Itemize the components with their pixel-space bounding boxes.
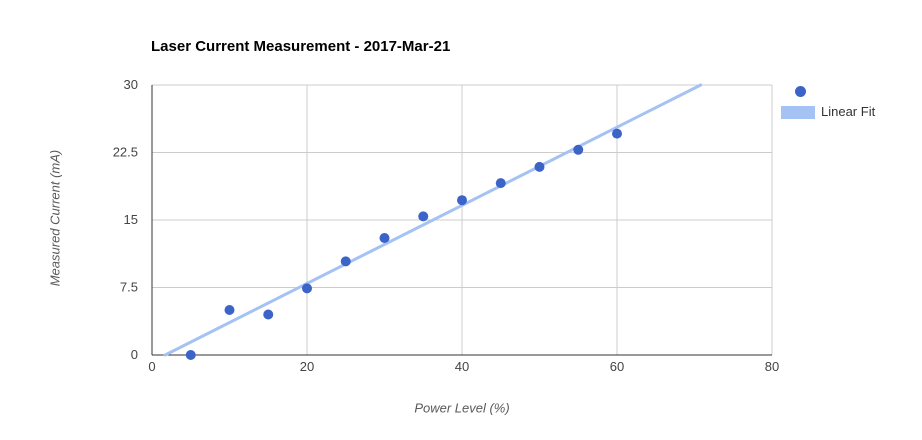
data-point: [302, 283, 312, 294]
x-tick-label: 20: [300, 359, 314, 374]
data-point: [418, 211, 429, 222]
data-point: [340, 256, 351, 267]
y-tick-label: 7.5: [120, 280, 138, 295]
y-tick-label: 22.5: [113, 145, 138, 160]
data-point: [573, 144, 584, 155]
legend-series-marker-dot: [795, 86, 806, 97]
data-point: [612, 128, 622, 139]
x-axis-title: Power Level (%): [414, 400, 510, 416]
legend-fit-swatch: [781, 106, 815, 119]
data-point: [495, 178, 506, 189]
linear-fit-line: [163, 83, 703, 357]
data-point: [379, 233, 390, 243]
data-point: [263, 309, 274, 320]
x-tick-label: 40: [455, 359, 469, 374]
data-point: [457, 195, 467, 206]
data-point: [224, 305, 235, 315]
y-tick-label: 0: [131, 347, 138, 362]
y-tick-label: 30: [124, 77, 138, 92]
y-tick-label: 15: [124, 212, 138, 227]
x-tick-label: 60: [610, 359, 624, 374]
data-point: [534, 161, 545, 172]
x-tick-label: 0: [148, 359, 155, 374]
x-tick-label: 80: [765, 359, 779, 374]
legend-fit-label: Linear Fit: [821, 104, 876, 119]
data-point: [185, 350, 196, 360]
chart-title: Laser Current Measurement - 2017-Mar-21: [151, 38, 451, 55]
